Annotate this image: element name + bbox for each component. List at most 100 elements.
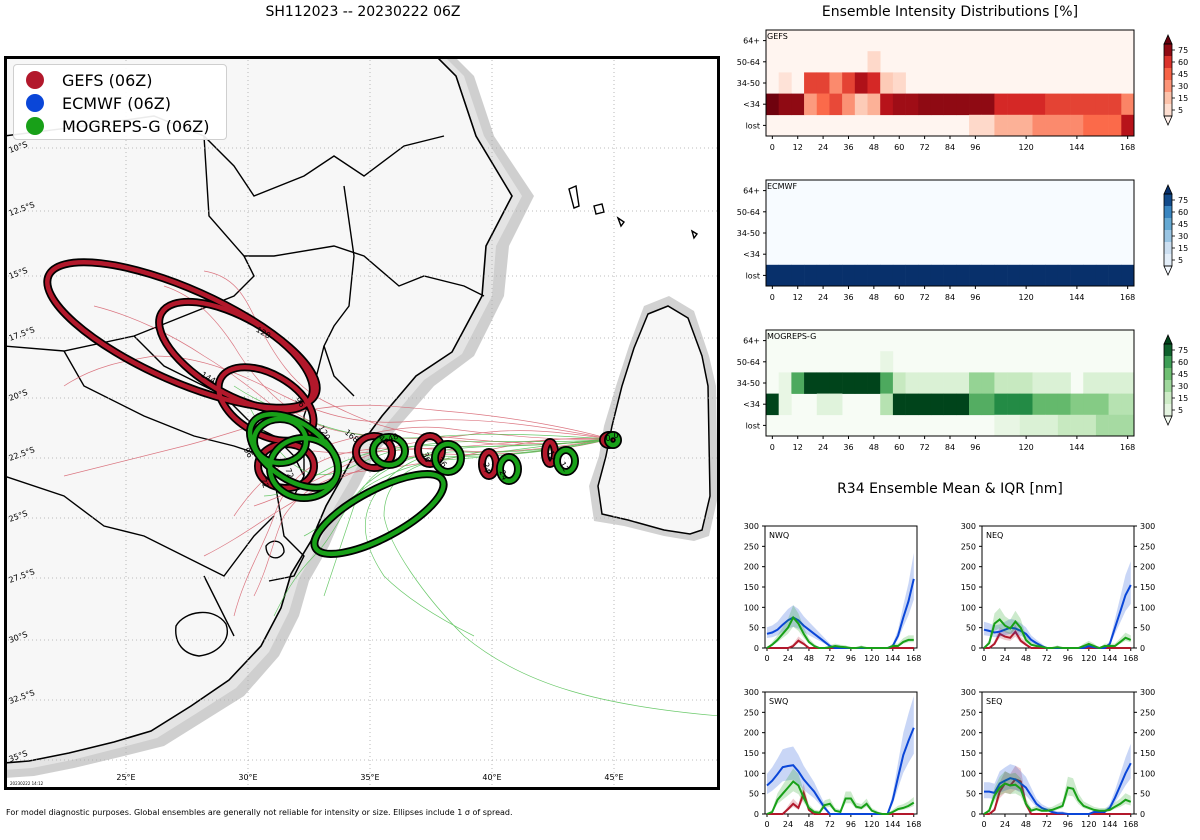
legend-item-mogreps: MOGREPS-G (06Z) (26, 115, 209, 137)
gefs-cell (956, 93, 970, 116)
mogreps-cell (1007, 393, 1021, 416)
ecmwf-x-tick-label: 36 (843, 293, 853, 302)
neq-y-tick-label-right: 0 (1140, 644, 1145, 653)
gefs-cell (981, 93, 995, 116)
gefs-cell (867, 51, 881, 73)
mogreps-cell (981, 372, 995, 394)
seq-y-tick-label-right: 0 (1140, 810, 1145, 819)
mogreps-cell (778, 393, 792, 416)
seq-x-tick-label: 72 (1042, 820, 1052, 829)
ecmwf-cell (1095, 264, 1109, 287)
ecmwf-cell (1083, 264, 1097, 287)
ecmwf-row-label: 64+ (743, 187, 760, 196)
seq-y-tick-label: 300 (961, 688, 976, 697)
ecmwf-colorbar-label: 75 (1178, 196, 1188, 205)
gefs-cell (1070, 93, 1084, 116)
mogreps-cell (816, 372, 830, 394)
mogreps-cell (892, 372, 906, 394)
lon-label-45: 45°E (604, 773, 623, 782)
mogreps-cell (994, 393, 1008, 416)
seq-y-tick-label: 50 (966, 790, 976, 799)
gefs-cell (766, 93, 779, 116)
mogreps-colorbar-segment (1164, 344, 1172, 357)
ecmwf-colorbar-label: 5 (1178, 256, 1183, 265)
mogreps-cell (1045, 393, 1059, 416)
mogreps-colorbar-segment (1164, 392, 1172, 405)
gefs-cell (1121, 93, 1135, 116)
ecmwf-row-label: 50-64 (737, 208, 760, 217)
ecmwf-cell (816, 264, 830, 287)
mogreps-cell (1032, 393, 1046, 416)
mogreps-cell (969, 393, 983, 416)
intensity-title: Ensemble Intensity Distributions [%] (821, 4, 1079, 20)
map-timestamp: 20230222 14:12 (10, 781, 44, 786)
legend-label-mogreps: MOGREPS-G (06Z) (62, 116, 210, 136)
gefs-row-label: 64+ (743, 37, 760, 46)
ecmwf-cell (1007, 264, 1021, 287)
nwq-x-tick-label: 72 (825, 654, 835, 663)
ecmwf-row-label: 34-50 (737, 229, 760, 238)
mogreps-cell (1019, 414, 1033, 437)
lon-label-25: 25°E (116, 773, 135, 782)
gefs-cell (1007, 114, 1021, 137)
gefs-cell (1045, 114, 1059, 137)
mogreps-cell (930, 372, 944, 394)
nwq-y-tick-label: 150 (744, 583, 759, 592)
gefs-cell (1032, 93, 1046, 116)
nwq-mogreps-mean-line (766, 615, 914, 649)
map-gridlines (6, 58, 718, 788)
neq-y-tick-label: 150 (961, 583, 976, 592)
swq-x-tick-label: 96 (846, 820, 856, 829)
ecmwf-cell (778, 264, 792, 287)
gefs-cell (918, 93, 932, 116)
ecmwf-cell (956, 264, 970, 287)
mogreps-panel-title: MOGREPS-G (767, 332, 816, 341)
ecmwf-x-tick-label: 24 (818, 293, 828, 302)
mogreps-cell (994, 414, 1008, 437)
mogreps-x-tick-label: 36 (843, 443, 853, 452)
mogreps-x-tick-label: 120 (1018, 443, 1033, 452)
seq-panel-title: SEQ (986, 697, 1002, 706)
mogreps-cell (918, 393, 932, 416)
mogreps-label-24: 24 (497, 469, 509, 482)
gefs-cell (816, 93, 830, 116)
mogreps-ellipses (246, 410, 622, 558)
seq-plot-frame (981, 691, 1135, 815)
mogreps-colorbar-segment (1164, 404, 1172, 417)
mogreps-cell (880, 372, 894, 394)
swq-x-tick-label: 72 (825, 820, 835, 829)
seq-y-tick-label-right: 150 (1140, 749, 1155, 758)
intensity-heatmap-ecmwf: ECMWF 64+ 50-64 34-50 <34 lost 0 12 24 36 48 60 72 84… (737, 179, 1188, 302)
mogreps-cell (1007, 372, 1021, 394)
mogreps-x-tick-label: 24 (818, 443, 828, 452)
gefs-cell (804, 72, 818, 94)
ecmwf-colorbar-label: 30 (1178, 232, 1188, 241)
legend-label-ecmwf: ECMWF (06Z) (62, 93, 171, 113)
ecmwf-colorbar-segment (1164, 194, 1172, 207)
neq-y-tick-label: 100 (961, 603, 976, 612)
neq-y-tick-label-right: 300 (1140, 522, 1155, 531)
gefs-cell (943, 93, 957, 116)
mogreps-label-12: 12 (558, 460, 571, 473)
mogreps-cell (1057, 372, 1071, 394)
swq-x-tick-label: 144 (885, 820, 900, 829)
neq-y-tick-label: 50 (966, 624, 976, 633)
gefs-cell (930, 93, 944, 116)
lon-label-30: 30°E (238, 773, 257, 782)
mogreps-row-label: lost (746, 421, 760, 430)
mogreps-x-tick-label: 60 (894, 443, 904, 452)
seq-y-tick-label-right: 250 (1140, 708, 1155, 717)
seq-x-tick-label: 168 (1123, 820, 1138, 829)
seq-y-tick-label: 250 (961, 708, 976, 717)
mogreps-marker-icon (26, 117, 44, 135)
seq-y-tick-label-right: 300 (1140, 688, 1155, 697)
swq-y-tick-label: 150 (744, 749, 759, 758)
ecmwf-x-tick-label: 60 (894, 293, 904, 302)
gefs-colorbar-min-arrow (1163, 115, 1173, 126)
gefs-cell (804, 93, 818, 116)
swq-x-tick-label: 24 (783, 820, 793, 829)
gefs-x-tick-label: 60 (894, 143, 904, 152)
seq-x-tick-label: 24 (1000, 820, 1010, 829)
ecmwf-x-tick-label: 168 (1120, 293, 1135, 302)
